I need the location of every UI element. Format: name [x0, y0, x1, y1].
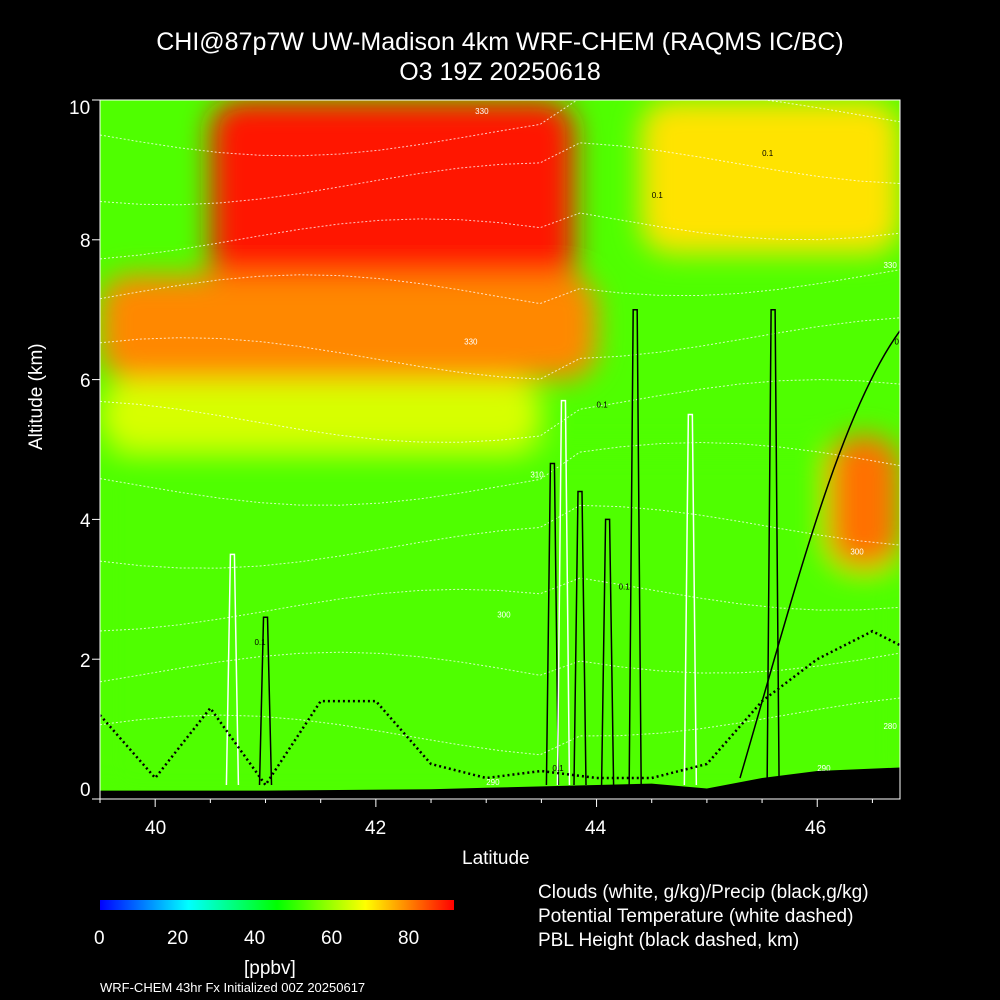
y-tick-label: 2: [80, 651, 91, 672]
legend-pbl: PBL Height (black dashed, km): [538, 930, 800, 951]
ozone-zone: [640, 100, 900, 254]
y-tick-label: 4: [80, 511, 91, 532]
contour-label: 310: [530, 470, 544, 479]
x-tick-label: 46: [805, 818, 827, 839]
y-tick-label: 0: [80, 780, 91, 801]
colorbar-tick-label: 40: [244, 928, 266, 949]
contour-label: 0.1: [597, 401, 609, 410]
contour-label: 0.1: [652, 191, 664, 200]
pbl-height-line: [100, 629, 900, 788]
contour-label: 330: [464, 338, 478, 347]
precip-contour: [628, 308, 642, 786]
x-axis-label: Latitude: [462, 848, 530, 869]
x-tick-label: 44: [585, 818, 607, 839]
contour-label: 0.1: [552, 764, 564, 773]
contour-label: 0.1: [619, 582, 631, 591]
ozone-field: 330 330 330 330 310 300 300 280 290 290 0.1 0.1 0.1 0…: [100, 93, 906, 799]
cloud-contour: [683, 413, 698, 786]
colorbar-tick-label: 80: [398, 928, 420, 949]
colorbar: [100, 900, 454, 910]
cloud-contour: [225, 553, 240, 786]
surface-terrain: [100, 767, 900, 799]
legend-theta: Potential Temperature (white dashed): [538, 906, 854, 927]
precip-contour: [545, 462, 560, 786]
potential-temperature-line: [100, 142, 900, 206]
precip-contour: [258, 616, 273, 786]
precip-contour: [600, 518, 615, 786]
x-tick-label: 40: [145, 818, 167, 839]
ozone-zone: [100, 379, 542, 450]
y-axis-label: Altitude (km): [26, 343, 47, 450]
contour-label: 300: [497, 610, 511, 619]
potential-temperature-line: [100, 697, 900, 756]
contour-label: 0.1: [762, 149, 774, 158]
colorbar-tick-label: 0: [94, 928, 105, 949]
y-tick-label: 8: [80, 231, 91, 252]
legend-clouds: Clouds (white, g/kg)/Precip (black,g/kg): [538, 882, 869, 903]
contour-label: 300: [850, 547, 864, 556]
precip-contour: [739, 330, 900, 779]
y-tick-label: 6: [80, 371, 91, 392]
cloud-contour: [556, 399, 571, 786]
contour-label: 330: [475, 107, 489, 116]
ozone-zone: [100, 274, 597, 380]
plot-frame: [99, 99, 901, 800]
contour-label: 330: [883, 261, 897, 270]
contour-label: 290: [817, 764, 831, 773]
ozone-zone: [210, 100, 575, 310]
contour-label: 330: [674, 93, 688, 102]
ozone-field-layers: [100, 100, 900, 799]
potential-temperature-line: [100, 317, 900, 380]
ozone-zone: [828, 435, 900, 569]
colorbar-unit: [ppbv]: [244, 958, 296, 979]
potential-temperature-line: [100, 651, 900, 683]
chart-title-line2: O3 19Z 20250618: [399, 58, 601, 86]
ozone-zone: [100, 449, 900, 799]
precip-contour: [766, 308, 780, 786]
precip-contour: [573, 490, 587, 786]
contour-label: 0.1: [254, 638, 266, 647]
chart-title-line1: CHI@87p7W UW-Madison 4km WRF-CHEM (RAQMS…: [156, 28, 844, 56]
model-run-footer: WRF-CHEM 43hr Fx Initialized 00Z 2025061…: [100, 980, 366, 995]
contour-label: 0.1: [894, 338, 906, 347]
x-tick-label: 42: [365, 818, 387, 839]
contour-label: 290: [486, 778, 500, 787]
potential-temperature-line: [100, 504, 900, 569]
contour-label: 280: [883, 722, 897, 731]
potential-temperature-line: [100, 269, 900, 305]
colorbar-tick-label: 60: [321, 928, 343, 949]
y-tick-label: 10: [69, 98, 91, 119]
colorbar-tick-label: 20: [167, 928, 189, 949]
